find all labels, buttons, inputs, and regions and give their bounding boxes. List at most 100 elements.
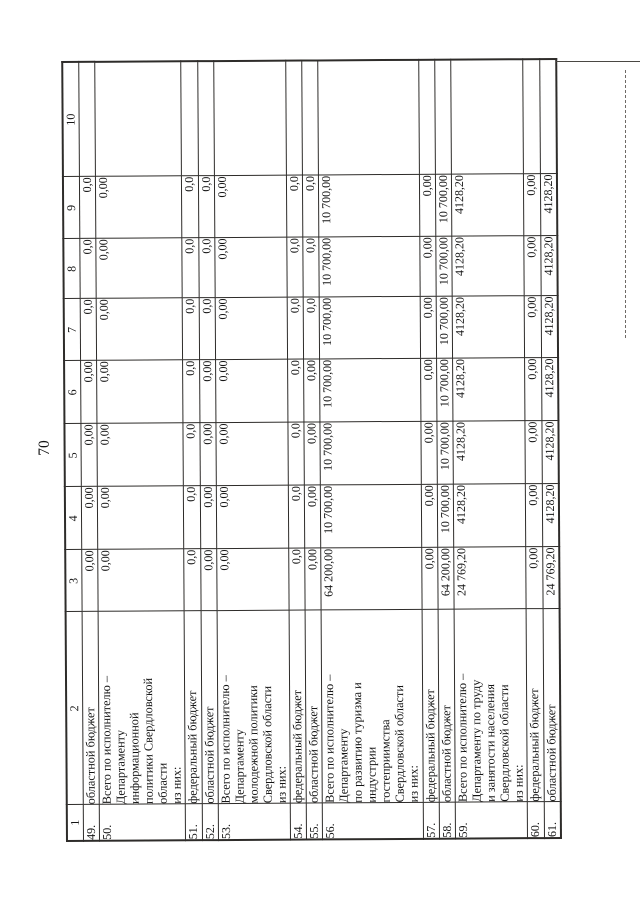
scan-edge-line [556, 61, 640, 62]
value-cell [418, 59, 436, 175]
value-cell: 0,0 [303, 297, 321, 360]
value-cell [181, 61, 199, 177]
value-cell [213, 60, 287, 177]
row-label-cell: федеральный бюджет [184, 611, 202, 805]
value-cell: 0,00 [97, 486, 185, 550]
row-number-cell: 58. [439, 802, 456, 839]
value-cell: 0,00 [81, 486, 98, 550]
row-number-cell: 57. [423, 802, 440, 839]
value-cell: 10 700,00 [320, 484, 422, 549]
value-cell: 0,00 [304, 548, 322, 611]
value-cell: 4128,20 [452, 296, 526, 359]
value-cell: 10 700,00 [435, 236, 453, 297]
value-cell: 0,0 [183, 486, 201, 550]
row-number-cell: 52. [201, 804, 219, 841]
value-cell: 0,0 [198, 176, 215, 239]
value-cell [318, 59, 420, 176]
row-label-cell: федеральный бюджет [526, 609, 544, 803]
value-cell: 0,00 [523, 174, 541, 237]
value-cell: 0,0 [286, 237, 304, 298]
value-cell [451, 59, 524, 175]
column-header: 2 [65, 611, 84, 805]
value-cell: 0,00 [214, 237, 288, 299]
value-cell: 10 700,00 [437, 484, 455, 548]
row-label-cell: областной бюджет [542, 608, 561, 803]
column-header: 4 [64, 486, 82, 550]
value-cell: 0,00 [81, 549, 99, 612]
column-header: 7 [63, 298, 81, 362]
value-cell: 4128,20 [451, 174, 525, 237]
row-number-cell: 55. [306, 803, 323, 840]
row-label-cell: Всего по исполнителю – Департаменту по т… [454, 609, 528, 803]
value-cell: 4128,20 [540, 173, 558, 237]
value-cell: 0,00 [420, 296, 437, 359]
value-cell: 4128,20 [452, 358, 526, 422]
value-cell: 0,0 [182, 238, 199, 299]
value-cell: 10 700,00 [319, 236, 421, 298]
value-cell: 4128,20 [541, 420, 559, 485]
value-cell [94, 61, 182, 177]
row-number-cell: 56. [322, 802, 424, 840]
value-cell: 0,00 [524, 296, 542, 359]
value-cell: 0,00 [420, 421, 438, 485]
value-cell: 0,00 [80, 360, 98, 424]
value-cell: 0,00 [419, 236, 437, 297]
column-header: 9 [62, 176, 80, 240]
row-label-cell: Всего по исполнителю – Департаменту по р… [321, 609, 424, 804]
column-header: 10 [62, 61, 80, 178]
value-cell: 0,0 [287, 297, 304, 360]
row-number-cell: 54. [290, 803, 307, 840]
value-cell: 0,0 [79, 176, 97, 239]
rotated-table-area: 1 2 3 4 5 6 7 8 9 10 49. областной бюджет 0,00 0,00 0… [61, 57, 562, 843]
value-cell: 10 700,00 [436, 296, 453, 359]
value-cell: 0,00 [199, 423, 217, 487]
value-cell: 0,00 [96, 238, 183, 299]
value-cell: 0,0 [182, 298, 200, 361]
value-cell: 0,00 [525, 358, 542, 422]
value-cell: 10 700,00 [318, 174, 420, 238]
value-cell: 0,00 [419, 174, 436, 237]
value-cell: 0,0 [198, 298, 216, 361]
value-cell: 24 769,20 [542, 546, 560, 610]
value-cell: 10 700,00 [436, 358, 454, 422]
row-label-cell: областной бюджет [200, 611, 219, 805]
column-header: 6 [64, 360, 81, 425]
value-cell: 0,0 [288, 485, 305, 549]
value-cell: 4128,20 [540, 295, 559, 359]
table-row: 53. Всего по исполнителю – Департаменту м… [213, 60, 291, 841]
value-cell [78, 61, 96, 177]
value-cell: 0,00 [215, 422, 289, 487]
row-label-cell: Всего по исполнителю – Департаменту инфо… [98, 611, 186, 805]
row-label-cell: федеральный бюджет [289, 610, 307, 804]
value-cell: 0,00 [97, 549, 185, 612]
row-number-cell: 60. [527, 802, 545, 839]
value-cell: 0,00 [200, 486, 217, 550]
value-cell: 0,00 [216, 548, 290, 612]
value-cell [197, 61, 215, 177]
value-cell: 0,00 [199, 360, 216, 424]
row-number-cell: 49. [83, 804, 100, 841]
value-cell [301, 60, 319, 176]
value-cell: 0,00 [80, 423, 98, 487]
row-label-cell: областной бюджет [82, 611, 100, 805]
page-number: 70 [36, 440, 53, 456]
value-cell: 0,00 [303, 359, 321, 423]
value-cell: 0,00 [200, 549, 218, 612]
value-cell: 4128,20 [453, 484, 527, 548]
value-cell: 0,0 [184, 549, 201, 612]
value-cell: 0,00 [216, 485, 289, 550]
row-number-cell: 61. [543, 801, 561, 839]
value-cell: 0,0 [183, 360, 200, 424]
row-label-cell: Всего по исполнителю – Департаменту моло… [217, 610, 291, 805]
value-cell: 0,0 [288, 548, 306, 611]
row-label-cell: областной бюджет [438, 609, 456, 803]
value-cell: 0,0 [80, 298, 97, 361]
value-cell: 0,00 [420, 358, 438, 422]
value-cell: 0,0 [302, 175, 320, 238]
value-cell: 0,00 [526, 547, 543, 610]
row-number-cell: 50. [99, 804, 186, 841]
value-cell: 0,0 [183, 423, 201, 487]
value-cell: 0,00 [524, 236, 541, 297]
scan-fold-dashed-line [625, 70, 626, 338]
value-cell: 0,00 [421, 484, 438, 548]
